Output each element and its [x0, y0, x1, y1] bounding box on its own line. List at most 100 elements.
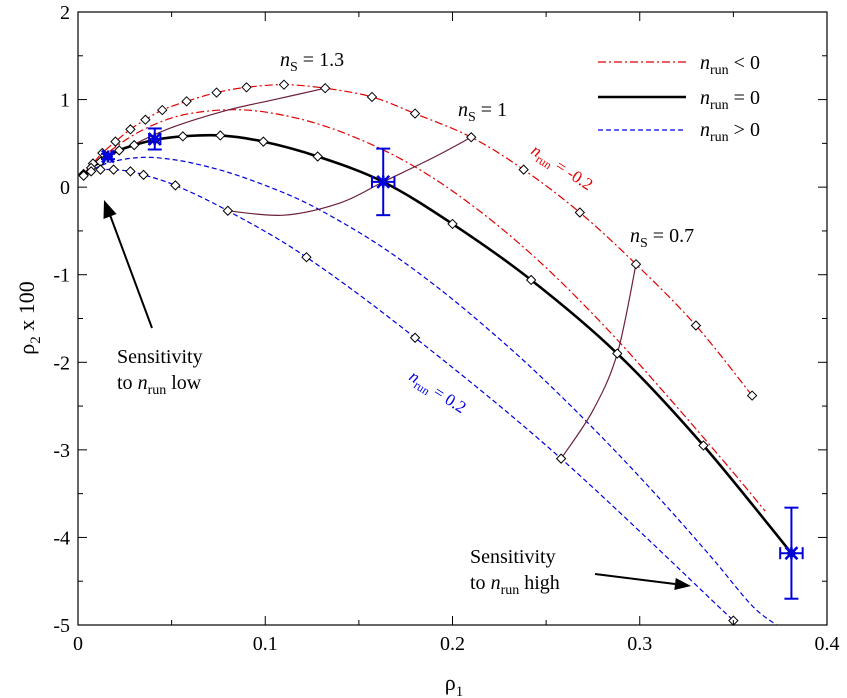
ns-label-1: nS = 1: [458, 99, 507, 125]
ns-label-1-3-sub: S: [290, 60, 298, 75]
data-point-marker: [525, 274, 537, 286]
legend-label-positive-n: n: [700, 119, 710, 141]
legend-label-positive: nrun > 0: [700, 119, 760, 145]
data-point-marker: [177, 131, 189, 142]
data-point-marker: [447, 218, 458, 230]
ns-label-1-sub: S: [468, 110, 476, 125]
legend-label-zero-sub: run: [710, 98, 729, 113]
y-tick-label: 0: [60, 177, 70, 199]
nrun-negative-label-suffix: = -0.2: [548, 154, 596, 194]
legend-label-negative-sub: run: [710, 63, 729, 78]
sensitivity-high-arrowhead: [674, 578, 691, 590]
sensitivity-high-line2-n: n: [491, 572, 501, 594]
data-point-marker: [157, 104, 168, 116]
x-axis-title: ρ1: [445, 670, 463, 698]
data-point-marker: [241, 82, 252, 93]
series-line-3: [87, 156, 777, 626]
data-point-marker: [409, 332, 421, 343]
legend-label-negative-n: n: [700, 52, 710, 74]
data-point-marker: [138, 169, 149, 181]
y-axis-title-main: ρ: [14, 344, 39, 355]
sensitivity-low-annotation: Sensitivity to nrun low: [103, 200, 203, 398]
data-point-marker: [125, 124, 136, 135]
data-point-marker: [140, 114, 151, 125]
sensitivity-low-arrowhead: [103, 200, 117, 219]
x-tick-label: 0.3: [627, 633, 652, 655]
data-point-marker: [301, 251, 312, 263]
data-point-marker: [278, 79, 290, 90]
sensitivity-high-line2-sub: run: [501, 583, 520, 598]
data-point-marker: [215, 130, 226, 141]
data-point-marker: [110, 136, 121, 147]
data-point-marker: [85, 166, 97, 177]
legend-label-zero: nrun = 0: [700, 87, 760, 113]
y-tick-label: 1: [60, 90, 70, 112]
data-point-marker: [555, 453, 567, 464]
data-point-marker: [518, 164, 529, 175]
data-point-marker: [211, 87, 222, 98]
x-axis-title-sub: 1: [456, 684, 464, 698]
x-tick-label: 0: [73, 633, 83, 655]
data-point-marker: [690, 320, 702, 331]
nrun-negative-label: nrun = -0.2: [526, 140, 596, 196]
data-point-marker: [574, 207, 586, 218]
data-point-marker: [630, 258, 642, 270]
y-tick-label: -4: [53, 527, 70, 549]
sensitivity-high-line2: to nrun high: [470, 572, 560, 598]
legend-label-negative-suffix: < 0: [729, 52, 760, 74]
data-point-marker: [113, 145, 125, 156]
sensitivity-low-line2-sub: run: [148, 383, 167, 398]
data-point-marker: [366, 91, 378, 103]
series-line-1: [96, 109, 766, 512]
x-axis-title-main: ρ: [445, 670, 456, 695]
data-point-marker: [78, 170, 89, 181]
ns-label-0-7-n: n: [630, 225, 640, 247]
x-tick-label: 0.4: [815, 633, 840, 655]
nrun-positive-label-suffix: = 0.2: [426, 380, 469, 417]
data-point-marker: [170, 180, 181, 191]
ns-label-1-3-value: = 1.3: [298, 49, 344, 71]
data-point-marker: [746, 390, 758, 401]
series-line-0: [83, 84, 753, 396]
nrun-positive-label: nrun = 0.2: [404, 366, 470, 419]
ticks-layer: 0 0.1 0.2 0.3 0.4 -5 -4 -3 -2 -1 0 1 2: [53, 2, 839, 655]
data-point-marker: [612, 348, 623, 359]
error-bars-layer: [100, 127, 804, 600]
data-point-marker: [312, 151, 323, 162]
y-axis-title-sub: 2: [28, 336, 44, 344]
sensitivity-low-line1: Sensitivity: [117, 346, 203, 368]
ns-label-1-n: n: [458, 99, 468, 121]
y-tick-label: 2: [60, 2, 70, 24]
sensitivity-low-line2-n: n: [138, 372, 148, 394]
y-axis-title-suffix: x 100: [14, 281, 39, 336]
data-point-marker: [698, 440, 709, 451]
sensitivity-low-line2-prefix: to: [117, 372, 138, 394]
data-point-marker: [409, 108, 421, 119]
y-tick-label: -1: [53, 265, 70, 287]
ns-curve-0: [130, 87, 326, 147]
data-point-marker: [466, 132, 477, 143]
sensitivity-low-arrow: [109, 214, 153, 329]
legend: nrun < 0 nrun = 0 nrun > 0: [598, 52, 760, 145]
legend-label-positive-suffix: > 0: [729, 119, 760, 141]
ns-label-1-3-n: n: [280, 49, 290, 71]
data-point-marker: [108, 164, 119, 175]
data-point-marker: [95, 164, 106, 175]
ns-label-1-3: nS = 1.3: [280, 49, 344, 75]
y-tick-label: -3: [53, 440, 70, 462]
ns-curve-2: [560, 264, 637, 459]
ns-curves-layer: [130, 87, 637, 459]
data-point-marker: [128, 139, 140, 151]
data-point-marker: [181, 96, 192, 107]
ns-label-0-7-sub: S: [640, 236, 648, 251]
legend-label-positive-sub: run: [710, 130, 729, 145]
ns-curve-1: [227, 136, 472, 216]
legend-label-negative: nrun < 0: [700, 52, 760, 78]
y-tick-label: -2: [53, 352, 70, 374]
data-point-marker: [222, 205, 234, 216]
sensitivity-low-line2: to nrun low: [117, 372, 202, 398]
data-point-marker: [258, 136, 269, 147]
ns-label-0-7-value: = 0.7: [648, 225, 694, 247]
sensitivity-high-arrow: [594, 573, 676, 585]
